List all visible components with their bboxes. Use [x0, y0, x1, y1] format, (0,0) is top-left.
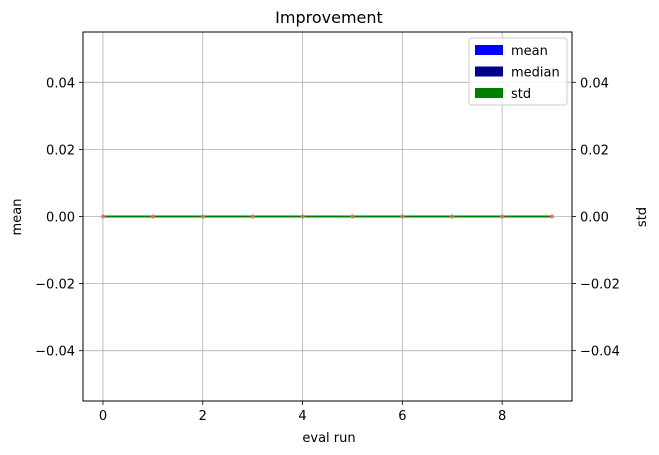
- legend-swatch-median: [475, 66, 503, 77]
- data-point: [499, 214, 505, 219]
- y-tick-label-left: 0.04: [46, 76, 75, 91]
- x-tick-label: 0: [99, 409, 107, 424]
- y-tick-label-left: −0.04: [35, 345, 75, 360]
- y-tick-label-left: 0.00: [46, 211, 75, 226]
- data-point: [250, 214, 255, 219]
- y-tick-label-right: 0.02: [580, 143, 609, 158]
- x-tick-label: 2: [199, 409, 207, 424]
- y-tick-label-left: −0.02: [35, 278, 75, 293]
- data-point: [400, 214, 405, 219]
- x-tick-label: 8: [498, 409, 506, 424]
- data-point: [100, 214, 106, 219]
- chart-title: Improvement: [275, 8, 383, 27]
- y-tick-label-right: 0.04: [580, 76, 609, 91]
- data-point: [150, 214, 156, 219]
- legend-label-std: std: [511, 87, 531, 102]
- x-tick-label: 6: [398, 409, 406, 424]
- y-tick-label-right: 0.00: [580, 211, 609, 226]
- markers-layer: [100, 214, 555, 219]
- y-axis-label-right: std: [635, 207, 650, 227]
- legend-swatch-std: [475, 88, 503, 98]
- data-point: [549, 214, 555, 219]
- y-axis-label-left: mean: [10, 199, 25, 236]
- legend-label-mean: mean: [511, 44, 548, 59]
- y-tick-label-left: 0.02: [46, 143, 75, 158]
- legend: mean median std: [468, 37, 568, 106]
- x-axis-label: eval run: [302, 431, 355, 446]
- data-point: [450, 214, 455, 219]
- legend-swatch-mean: [475, 45, 503, 55]
- data-point: [300, 214, 305, 219]
- x-tick-label: 4: [298, 409, 306, 424]
- data-point: [350, 214, 355, 219]
- y-tick-label-right: −0.04: [580, 345, 620, 360]
- ticks: 0 2 4 6 8 −0.04 −0.04 −0.02 −0.02 0.00 0.00 0.02 0.0…: [35, 76, 620, 424]
- y-tick-label-right: −0.02: [580, 278, 620, 293]
- legend-label-median: median: [511, 66, 560, 81]
- data-point: [200, 214, 205, 219]
